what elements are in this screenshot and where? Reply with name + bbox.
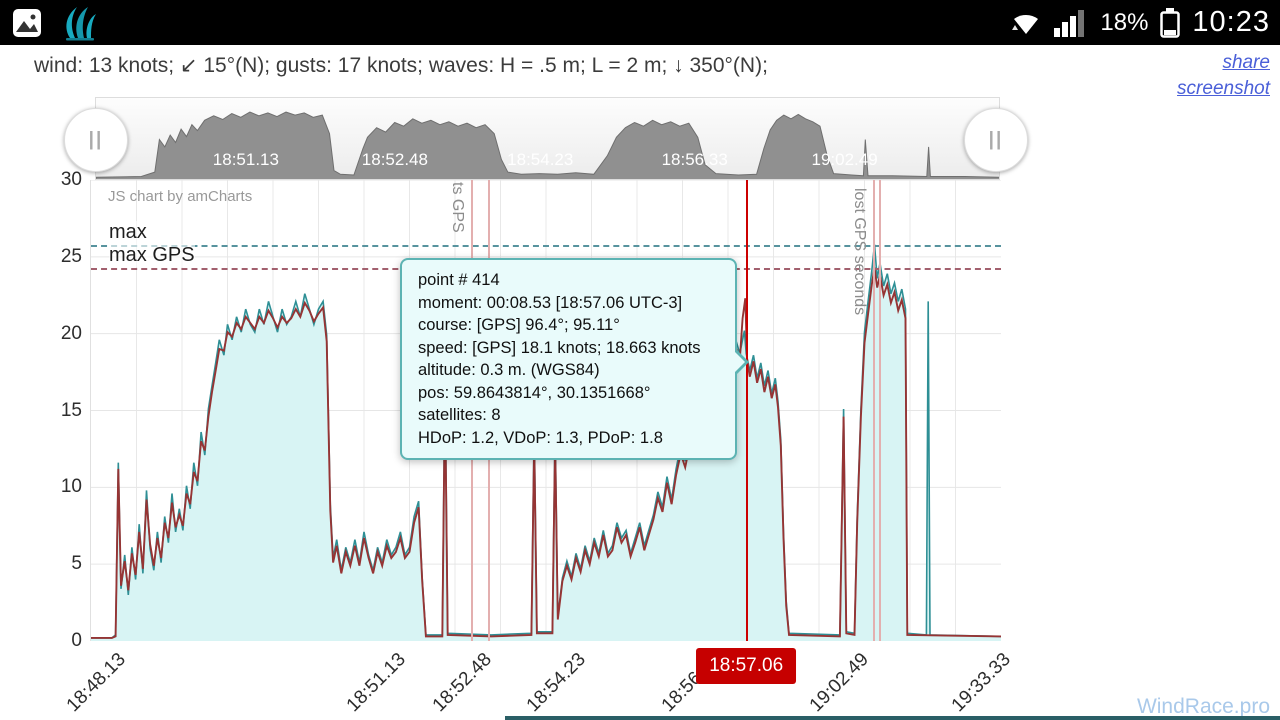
navigator-overview-chart — [96, 111, 999, 179]
navigator-left-grip[interactable]: || — [64, 108, 128, 172]
y-axis-tick-label: 20 — [60, 322, 82, 344]
status-bar-right: 18% 10:23 — [1010, 6, 1280, 39]
event-guide-label: lost GPS seconds — [850, 188, 868, 316]
grip-handle-icon: || — [988, 129, 1004, 150]
x-axis-tick-label: 18:54.23 — [522, 649, 590, 717]
y-axis-tick-label: 30 — [60, 169, 82, 190]
wind-summary-text: wind: 13 knots; ↙ 15°(N); gusts: 17 knot… — [34, 54, 768, 77]
amcharts-credit-link[interactable]: JS chart by amCharts — [108, 188, 253, 205]
event-guide-line — [872, 180, 875, 641]
y-axis-tick-label: 5 — [71, 553, 82, 575]
tooltip-content: point # 414 moment: 00:08.53 [18:57.06 UT… — [418, 269, 719, 449]
tooltip-line: point # 414 — [418, 271, 500, 289]
tooltip-line: pos: 59.8643814°, 30.1351668° — [418, 383, 651, 402]
x-axis-tick-label: 19:33.33 — [947, 649, 1015, 717]
navigator-time-label: 18:51.13 — [212, 150, 279, 169]
battery-icon — [1160, 7, 1181, 38]
chart-plot-area[interactable]: JS chart by amCharts max max GPS ts GPS l… — [90, 180, 1001, 684]
x-axis-tick-label: 18:48.13 — [62, 649, 130, 717]
event-guide-line — [879, 180, 882, 641]
tooltip-line: course: [GPS] 96.4°; 95.11° — [418, 316, 620, 334]
share-screenshot-link[interactable]: share screenshot — [1177, 52, 1270, 99]
navigator-time-label: 18:56.33 — [661, 150, 728, 169]
y-axis-tick-label: 15 — [60, 399, 82, 421]
gallery-icon — [13, 8, 41, 37]
y-axis-tick-label: 10 — [60, 476, 82, 498]
event-guide-label: ts GPS — [449, 182, 467, 233]
chart-tooltip: point # 414 moment: 00:08.53 [18:57.06 UT… — [400, 258, 749, 460]
navigator-right-grip[interactable]: || — [964, 108, 1028, 172]
grip-handle-icon: || — [88, 129, 104, 150]
tooltip-line: speed: [GPS] 18.1 knots; 18.663 knots — [418, 338, 701, 357]
chart-cursor-line — [746, 180, 749, 641]
max-gps-speed-label: max GPS — [109, 243, 195, 267]
max-speed-label: max — [109, 220, 147, 244]
y-axis-tick-label: 25 — [60, 245, 82, 267]
windrace-watermark: WindRace.pro — [1136, 695, 1270, 718]
y-axis-tick-label: 0 — [71, 630, 82, 651]
tooltip-line: satellites: 8 — [418, 406, 501, 424]
status-bar: 18% 10:23 — [0, 0, 1280, 45]
bottom-bar-edge — [505, 716, 1280, 720]
wifi-icon — [1012, 14, 1039, 34]
navigator-time-label: 18:54.23 — [507, 150, 574, 169]
x-axis-tick-label: 18:52.48 — [428, 649, 497, 717]
wind-info-bar: wind: 13 knots; ↙ 15°(N); gusts: 17 knot… — [0, 45, 1280, 99]
tooltip-line: moment: 00:08.53 [18:57.06 UTC-3] — [418, 293, 683, 312]
battery-percent: 18% — [1100, 8, 1149, 36]
cursor-time-balloon: 18:57.06 — [696, 648, 797, 684]
chart-navigator[interactable]: 18:48.1318:51.1318:52.4818:54.2318:56.33… — [95, 97, 1000, 180]
signal-icon — [1054, 9, 1085, 37]
app-logo-icon — [66, 6, 96, 40]
tooltip-line: HDoP: 1.2, VDoP: 1.3, PDoP: 1.8 — [418, 428, 663, 447]
tooltip-line: altitude: 0.3 m. (WGS84) — [418, 361, 600, 379]
clock: 10:23 — [1192, 6, 1270, 38]
tooltip-pointer-icon — [735, 352, 745, 372]
navigator-time-label: 19:02.49 — [811, 150, 878, 169]
navigator-time-label: 18:52.48 — [361, 150, 428, 169]
max-speed-line — [91, 244, 1001, 247]
status-bar-left — [0, 3, 1010, 43]
x-axis-tick-label: 18:51.13 — [342, 649, 410, 717]
